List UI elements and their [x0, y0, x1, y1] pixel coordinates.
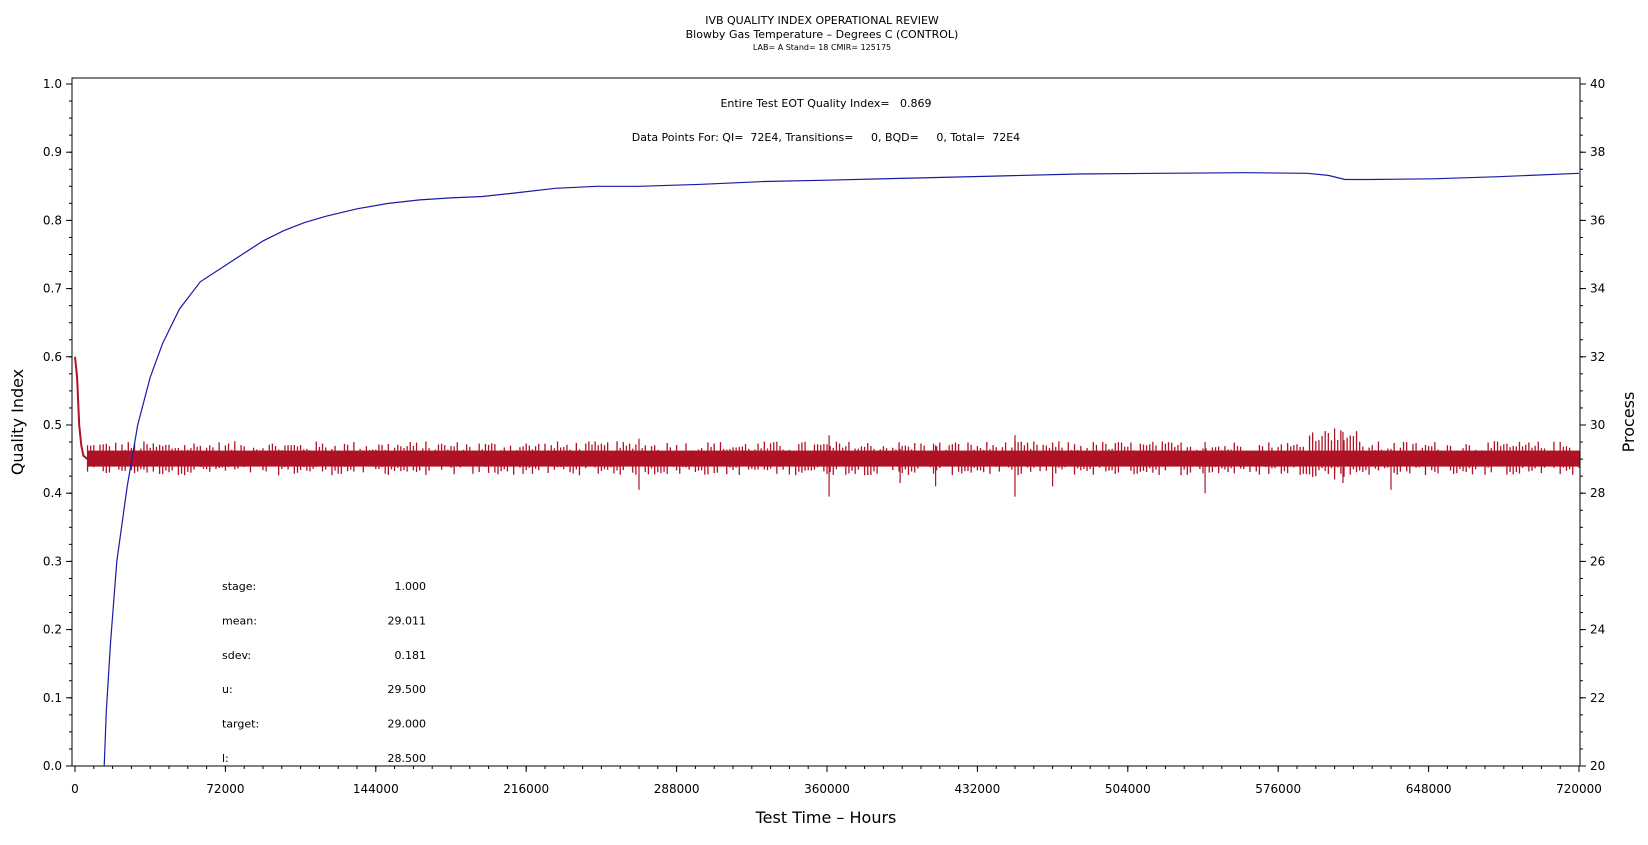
y2-tick-label: 32	[1590, 350, 1605, 364]
stat-value: 29.500	[388, 683, 427, 696]
stat-value: 29.000	[388, 718, 427, 731]
y-tick-label: 0.2	[43, 623, 62, 637]
y2-tick-label: 28	[1590, 486, 1605, 500]
y2-tick-label: 22	[1590, 691, 1605, 705]
stat-value: 1.000	[395, 580, 427, 593]
stat-label: u:	[222, 683, 233, 696]
plot-frame	[71, 77, 1581, 767]
y-tick-label: 0.3	[43, 554, 62, 568]
process-band-core	[87, 450, 1580, 467]
x-tick-label: 144000	[353, 782, 399, 796]
x-tick-label: 216000	[503, 782, 549, 796]
x-tick-label: 360000	[804, 782, 850, 796]
stat-label: sdev:	[222, 649, 251, 662]
stat-value: 0.181	[395, 649, 427, 662]
y-tick-label: 0.5	[43, 418, 62, 432]
y-axis-left: 0.0 0.1 0.2 0.3 0.4 0.5 0.6 0.7 0.8 0.9 1.0	[43, 77, 72, 773]
stats-box: stage: 1.000 mean: 29.011 sdev: 0.181 u: 29.500…	[222, 580, 426, 765]
y2-tick-label: 36	[1590, 213, 1605, 227]
data-points-annotation: Data Points For: QI= 72E4, Transitions= …	[632, 131, 1020, 144]
y2-tick-label: 26	[1590, 554, 1605, 568]
y2-tick-label: 30	[1590, 418, 1605, 432]
stat-label: stage:	[222, 580, 256, 593]
x-tick-label: 720000	[1556, 782, 1602, 796]
y-tick-label: 0.7	[43, 282, 62, 296]
y-axis-label: Quality Index	[8, 369, 27, 475]
y2-tick-label: 38	[1590, 145, 1605, 159]
y2-tick-label: 24	[1590, 623, 1605, 637]
y2-tick-label: 40	[1590, 77, 1605, 91]
stat-value: 28.500	[388, 752, 427, 765]
process-series-band	[86, 430, 1580, 477]
x-tick-label: 576000	[1255, 782, 1301, 796]
y2-axis-label: Process	[1619, 392, 1638, 453]
chart-subtitle: Blowby Gas Temperature – Degrees C (CONT…	[686, 28, 959, 41]
y2-tick-label: 34	[1590, 282, 1605, 296]
x-tick-label: 72000	[206, 782, 244, 796]
y-tick-label: 0.8	[43, 213, 62, 227]
y-tick-label: 0.1	[43, 691, 62, 705]
y-tick-label: 0.0	[43, 759, 62, 773]
quality-index-series	[103, 172, 1580, 767]
stat-label: l:	[222, 752, 229, 765]
y-axis-right: 20 22 24 26 28 30 32 34 36 38 40	[1580, 77, 1605, 773]
x-tick-label: 504000	[1105, 782, 1151, 796]
y-tick-label: 0.9	[43, 145, 62, 159]
process-start-line	[74, 356, 89, 460]
chart-title: IVB QUALITY INDEX OPERATIONAL REVIEW	[705, 14, 939, 27]
qi-annotation: Entire Test EOT Quality Index= 0.869	[720, 97, 931, 110]
x-tick-label: 648000	[1406, 782, 1452, 796]
stat-label: target:	[222, 718, 259, 731]
chart-subtitle-small: LAB= A Stand= 18 CMIR= 125175	[753, 43, 891, 52]
x-axis-label: Test Time – Hours	[755, 808, 897, 827]
stat-value: 29.011	[388, 614, 427, 627]
process-series	[74, 356, 1392, 497]
x-tick-label: 288000	[654, 782, 700, 796]
stat-label: mean:	[222, 614, 257, 627]
y-tick-label: 0.4	[43, 486, 62, 500]
y-tick-label: 1.0	[43, 77, 62, 91]
quality-index-line	[103, 172, 1580, 767]
x-axis: 0 72000 144000 216000 288000 360000 432000 5040…	[71, 766, 1602, 796]
x-tick-label: 432000	[954, 782, 1000, 796]
y-tick-label: 0.6	[43, 350, 62, 364]
y2-tick-label: 20	[1590, 759, 1605, 773]
x-tick-label: 0	[71, 782, 79, 796]
